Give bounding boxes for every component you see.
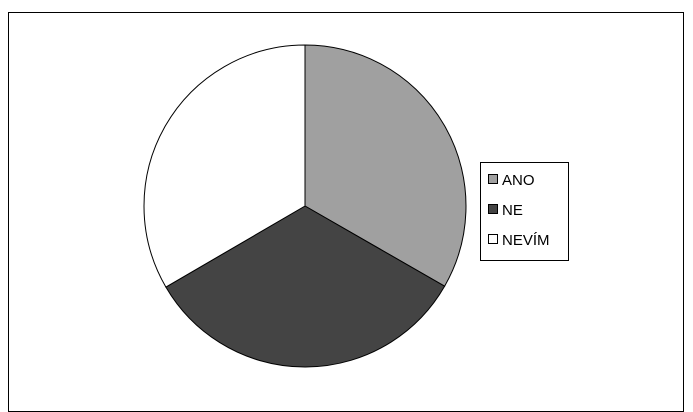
legend: ANO NE NEVÍM [480, 162, 569, 261]
legend-swatch-ano [488, 174, 498, 184]
pie-slice-nevím [143, 44, 306, 288]
legend-label-ne: NE [502, 202, 523, 219]
pie-slice-ano [304, 44, 467, 287]
legend-label-nevím: NEVÍM [502, 232, 550, 249]
pie-chart: ANO NE NEVÍM [143, 44, 569, 368]
legend-swatch-nevím [488, 234, 498, 244]
legend-swatch-ne [488, 204, 498, 214]
pie-slice-ne [165, 205, 446, 368]
legend-label-ano: ANO [502, 172, 535, 189]
